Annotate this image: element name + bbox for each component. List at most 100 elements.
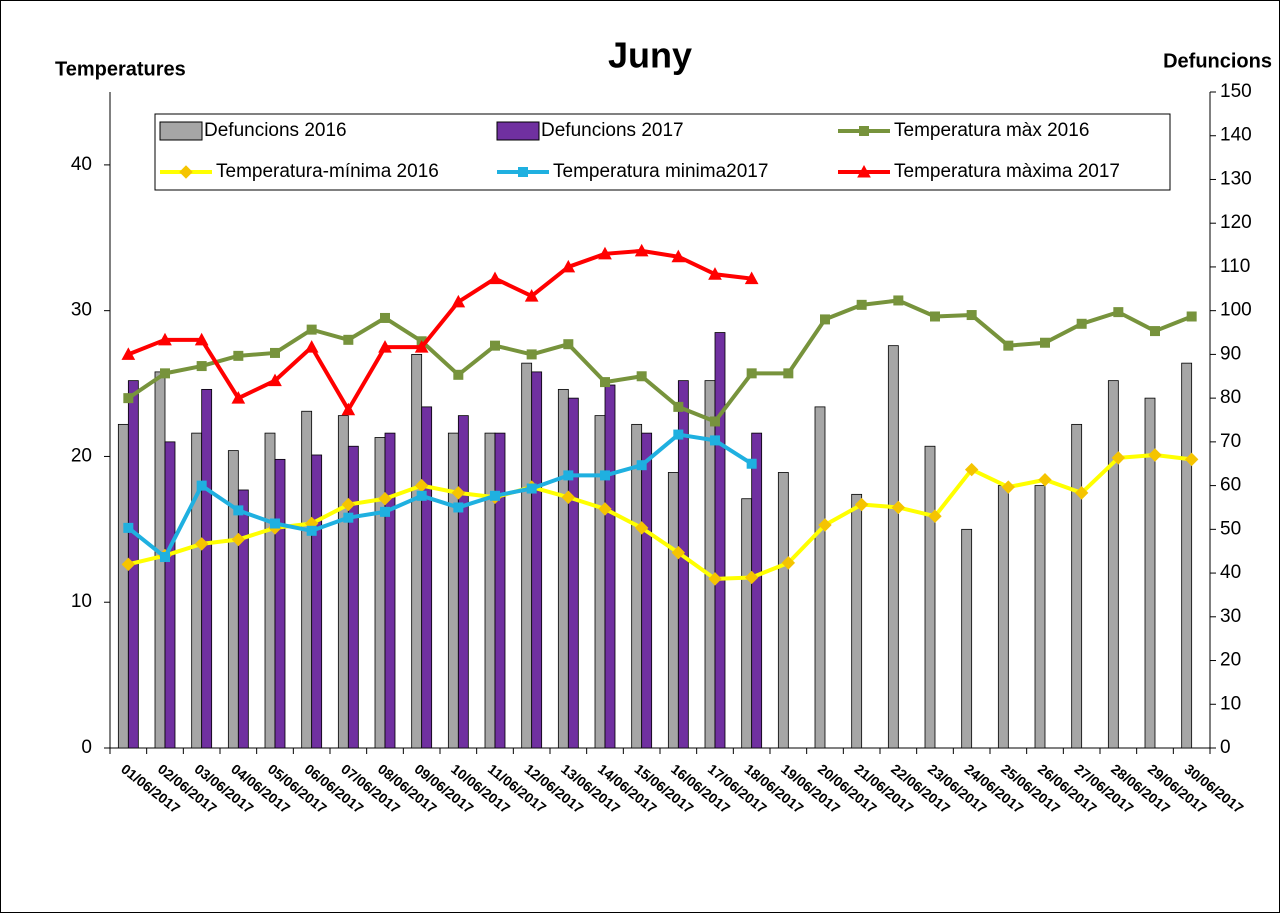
line-marker: [231, 391, 246, 404]
y-tick-label: 20: [71, 445, 92, 466]
y2-tick-label: 120: [1220, 212, 1252, 233]
bar: [117, 423, 129, 749]
line-marker: [526, 483, 537, 494]
bar: [301, 410, 313, 749]
legend-label: Defuncions 2016: [204, 120, 347, 141]
bar: [924, 445, 936, 749]
line-marker: [123, 522, 134, 533]
legend-label: Defuncions 2017: [541, 120, 684, 141]
bar: [374, 437, 386, 749]
line-marker: [121, 347, 136, 360]
line-marker: [306, 525, 317, 536]
line-marker: [636, 371, 647, 382]
y2-tick-label: 80: [1220, 387, 1241, 408]
y2-axis-label: Defuncions: [1163, 50, 1272, 72]
legend-label: Temperatura-mínima 2016: [216, 161, 439, 182]
y2-tick-label: 140: [1220, 125, 1252, 146]
line-marker: [708, 572, 722, 586]
bar: [201, 388, 213, 749]
y2-tick-label: 130: [1220, 168, 1252, 189]
legend-label: Temperatura màx 2016: [894, 120, 1089, 141]
line-marker: [563, 339, 574, 350]
bar: [641, 432, 653, 749]
bar: [777, 472, 789, 749]
bar: [604, 384, 616, 749]
y-tick-label: 40: [71, 154, 92, 175]
line-marker: [233, 350, 244, 361]
line-marker: [453, 502, 464, 513]
y-axis-label: Temperatures: [55, 58, 186, 80]
line-marker: [673, 401, 684, 412]
legend-marker: [857, 164, 871, 178]
line-marker: [196, 480, 207, 491]
bar: [521, 362, 533, 749]
bar: [227, 450, 239, 749]
bar: [887, 345, 899, 749]
line-marker: [343, 512, 354, 523]
line-marker: [416, 490, 427, 501]
line-marker: [490, 490, 500, 501]
bar: [557, 388, 569, 749]
legend-marker: [859, 126, 869, 136]
bar: [667, 472, 679, 749]
line-marker: [966, 310, 977, 321]
line-marker: [746, 458, 757, 469]
line-marker: [563, 470, 574, 481]
bar: [1181, 362, 1193, 749]
bar: [311, 454, 323, 749]
line: [127, 452, 1192, 581]
legend-swatch: [496, 121, 540, 141]
y-tick-label: 30: [71, 300, 92, 321]
legend: [154, 113, 1171, 191]
line-marker: [1040, 337, 1050, 348]
bar: [411, 353, 423, 749]
line-marker: [930, 311, 940, 322]
line-marker: [1038, 473, 1052, 487]
y-tick-label: 0: [81, 737, 92, 758]
line-marker: [1001, 480, 1016, 494]
y2-tick-label: 100: [1220, 300, 1252, 321]
line-marker: [233, 505, 244, 516]
bar: [997, 485, 1009, 749]
line-marker: [636, 460, 647, 471]
bar: [594, 415, 606, 749]
line-marker: [710, 416, 720, 427]
y2-tick-label: 50: [1220, 518, 1241, 539]
line-marker: [488, 271, 502, 285]
line-marker: [708, 267, 722, 280]
bar: [457, 415, 469, 749]
line-marker: [158, 332, 172, 346]
line-marker: [453, 369, 464, 380]
line-marker: [121, 557, 136, 572]
line-marker: [194, 537, 209, 551]
bar: [1144, 397, 1156, 749]
bar: [714, 332, 726, 749]
line: [127, 298, 1193, 424]
bar: [531, 371, 543, 749]
y2-tick-label: 150: [1220, 81, 1252, 102]
line-marker: [1186, 311, 1197, 322]
bar: [274, 458, 286, 749]
line-marker: [1148, 448, 1162, 462]
bar: [447, 432, 459, 749]
bar: [814, 406, 826, 749]
line-marker: [1074, 486, 1089, 500]
line-marker: [746, 368, 757, 379]
y2-tick-label: 40: [1220, 562, 1241, 583]
y2-tick-label: 60: [1220, 475, 1241, 496]
line-marker: [634, 521, 649, 535]
y-tick-label: 10: [71, 591, 92, 612]
line-marker: [414, 340, 429, 353]
line-marker: [1113, 307, 1124, 318]
line-marker: [196, 361, 207, 372]
bar: [494, 432, 506, 749]
y2-tick-label: 70: [1220, 431, 1241, 452]
line-marker: [270, 347, 280, 358]
line-marker: [744, 271, 759, 285]
bar: [264, 432, 276, 749]
legend-marker: [518, 167, 528, 177]
legend-swatch: [159, 121, 203, 141]
bar: [191, 432, 203, 749]
